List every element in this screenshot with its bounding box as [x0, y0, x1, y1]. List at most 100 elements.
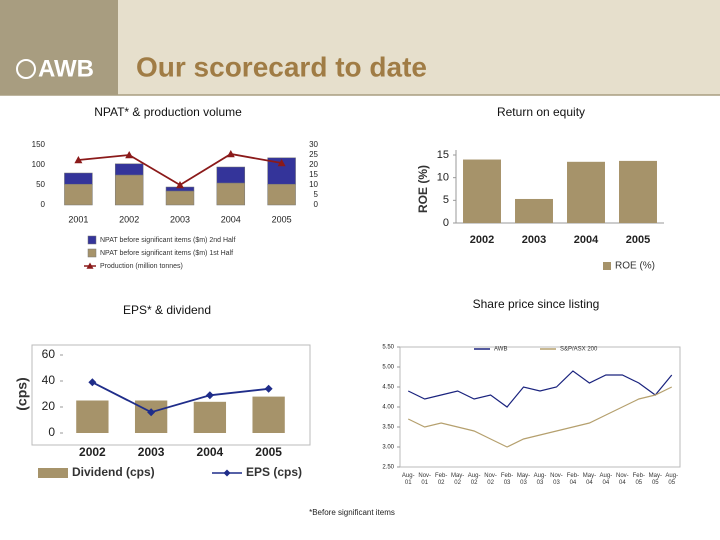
logo-emblem — [16, 59, 36, 79]
bar — [64, 172, 93, 185]
x-tick-label: 2003 — [522, 234, 546, 246]
legend-label: NPAT before significant items ($m) 1st H… — [100, 250, 233, 257]
y2-tick-label: 10 — [309, 180, 318, 189]
x-tick-label: Aug-03 — [533, 473, 547, 486]
x-tick-label: 2002 — [470, 234, 494, 246]
y-tick-label: 4.50 — [382, 385, 394, 391]
y-tick-label: 0 — [443, 217, 449, 229]
x-tick-label: 2003 — [138, 445, 165, 459]
x-tick-label: 2004 — [574, 234, 599, 246]
marker — [277, 159, 286, 167]
y2-tick-label: 25 — [309, 150, 318, 159]
x-tick-label: Aug-01 — [401, 473, 415, 486]
bar — [252, 396, 285, 433]
x-tick-label: May-03 — [516, 473, 531, 486]
x-tick-label: Nov-02 — [484, 473, 497, 486]
y-tick-label: 50 — [36, 180, 45, 189]
logo: AWB — [16, 55, 94, 82]
header-band — [0, 0, 720, 95]
legend-label: EPS (cps) — [246, 465, 302, 479]
y-tick-label: 15 — [437, 149, 449, 161]
y-tick-label: 40 — [42, 373, 56, 387]
legend-label: NPAT before significant items ($m) 2nd H… — [100, 237, 235, 244]
x-tick-label: 2005 — [626, 234, 650, 246]
marker — [147, 408, 156, 417]
x-tick-label: 2002 — [119, 214, 139, 224]
y-tick-label: 5.00 — [382, 365, 394, 371]
marker — [205, 391, 214, 400]
bar — [76, 400, 109, 433]
chart-title: Return on equity — [497, 105, 585, 119]
y-tick-label: 4.00 — [382, 405, 394, 411]
x-tick-label: Nov-03 — [550, 473, 563, 486]
footnote: *Before significant items — [309, 508, 395, 517]
legend-label: Production (million tonnes) — [100, 263, 183, 270]
marker — [88, 378, 97, 387]
legend-label: S&P/ASX 200 — [560, 347, 598, 353]
chart-title: EPS* & dividend — [123, 303, 211, 317]
bar — [267, 183, 296, 206]
series-line — [91, 381, 269, 414]
bar — [114, 174, 144, 206]
x-tick-label: Feb-02 — [435, 473, 448, 486]
x-tick-label: 2004 — [197, 445, 224, 459]
legend-label: Dividend (cps) — [72, 465, 155, 479]
x-tick-label: Feb-05 — [632, 473, 645, 486]
chart-title: Share price since listing — [473, 297, 600, 311]
series-line — [407, 386, 673, 448]
bar — [567, 161, 605, 223]
y-axis-label: (cps) — [14, 377, 30, 410]
legend-swatch — [603, 262, 611, 270]
x-tick-label: May-02 — [450, 473, 465, 486]
bar — [619, 160, 657, 223]
x-tick-label: May-04 — [582, 473, 597, 486]
y-tick-label: 3.50 — [382, 425, 394, 431]
x-tick-label: Nov-01 — [418, 473, 432, 486]
y2-tick-label: 15 — [309, 170, 318, 179]
x-tick-label: 2005 — [272, 214, 292, 224]
y-tick-label: 0 — [48, 425, 55, 439]
legend-swatch — [87, 248, 97, 258]
bar — [216, 182, 246, 206]
y2-tick-label: 5 — [314, 190, 319, 199]
legend-swatch — [38, 468, 68, 478]
x-tick-label: May-05 — [648, 473, 662, 486]
chart-title: NPAT* & production volume — [94, 105, 242, 119]
y2-tick-label: 0 — [314, 200, 319, 209]
y-tick-label: 150 — [32, 140, 46, 149]
marker — [74, 156, 83, 164]
series-line — [78, 153, 282, 187]
x-tick-label: Nov-04 — [616, 473, 629, 486]
marker — [125, 151, 134, 159]
y2-tick-label: 20 — [309, 160, 318, 169]
x-tick-label: Aug-02 — [467, 473, 481, 486]
bar — [114, 163, 144, 176]
legend-swatch — [87, 235, 97, 245]
bar — [64, 183, 93, 206]
x-tick-label: 2004 — [221, 214, 241, 224]
y-tick-label: 2.50 — [382, 465, 394, 471]
y-tick-label: 5 — [443, 194, 449, 206]
bar — [193, 401, 227, 433]
y-tick-label: 60 — [42, 347, 56, 361]
y-tick-label: 3.00 — [382, 445, 394, 451]
series-line — [407, 370, 673, 408]
marker — [264, 384, 273, 393]
x-tick-label: Aug-05 — [665, 473, 679, 486]
y-tick-label: 100 — [32, 160, 46, 169]
x-tick-label: 2003 — [170, 214, 190, 224]
bar — [515, 198, 553, 223]
bar — [134, 400, 168, 433]
legend-marker — [86, 262, 94, 269]
legend-label: AWB — [494, 347, 507, 353]
legend-label: ROE (%) — [615, 261, 655, 272]
x-tick-label: 2001 — [68, 214, 88, 224]
x-tick-label: Aug-04 — [599, 473, 613, 486]
y2-tick-label: 30 — [309, 140, 318, 149]
marker — [226, 150, 235, 158]
x-tick-label: 2005 — [255, 445, 282, 459]
plot-frame — [399, 346, 681, 468]
slide-title: Our scorecard to date — [136, 51, 427, 82]
